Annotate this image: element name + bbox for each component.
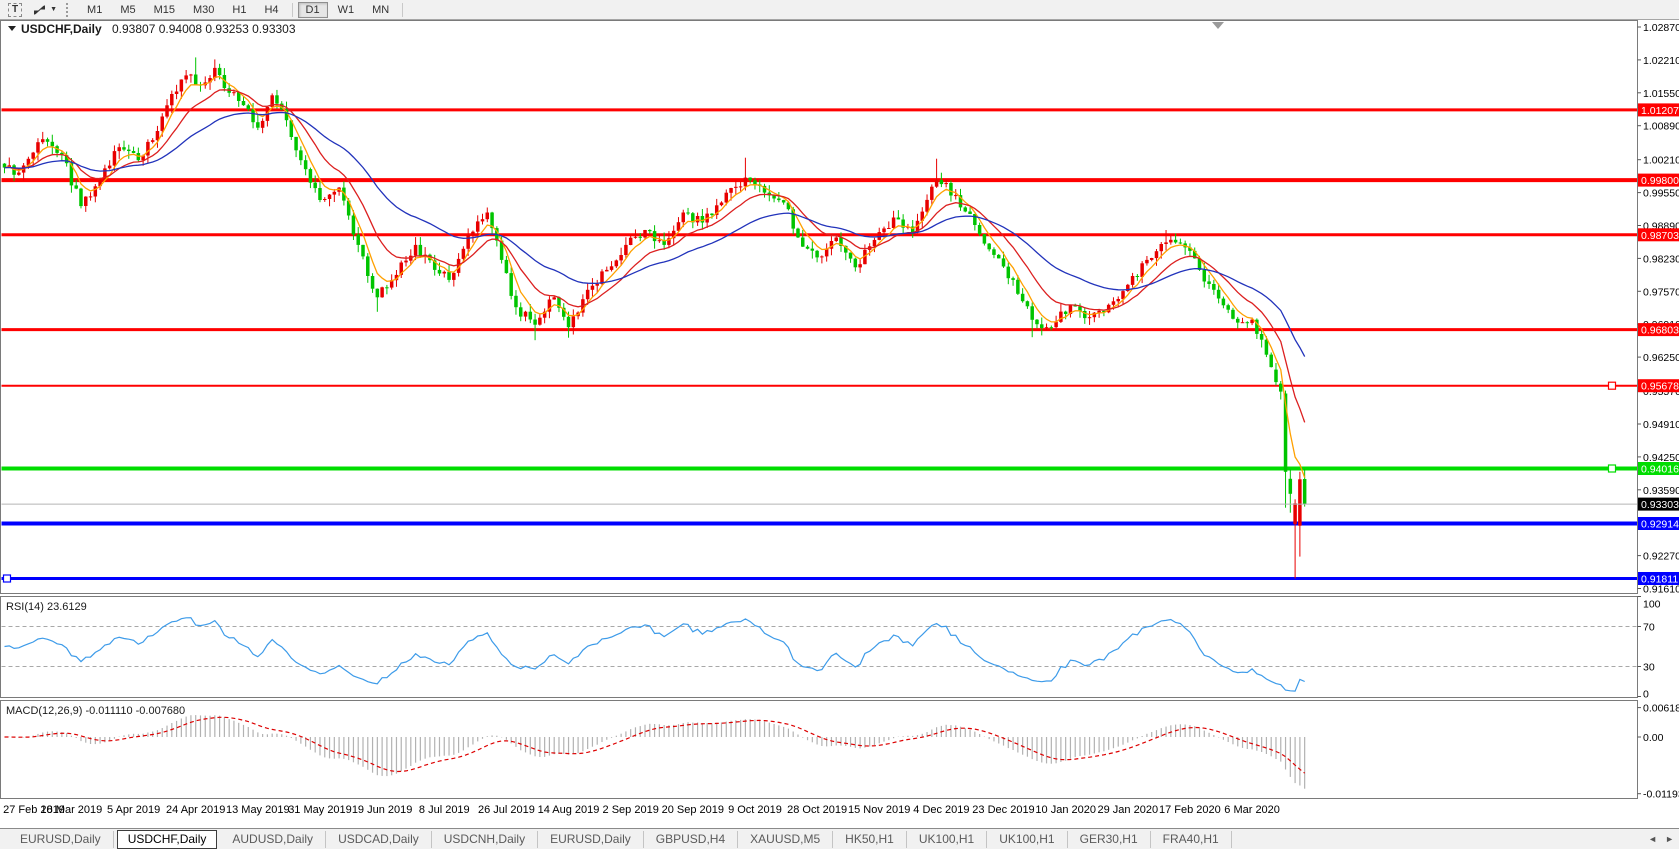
tab-scroll-left-icon[interactable]: ◄: [1648, 834, 1657, 844]
chart-tab-fra40-h1[interactable]: FRA40,H1: [1151, 831, 1232, 848]
toolbar-grip: [66, 3, 72, 17]
chart-tab-usdchf-daily[interactable]: USDCHF,Daily: [117, 830, 218, 849]
chart-title-ohlc: 0.93807 0.94008 0.93253 0.93303: [112, 22, 296, 36]
svg-text:30: 30: [1643, 662, 1655, 674]
svg-text:0.96250: 0.96250: [1643, 352, 1679, 364]
svg-text:1.01207: 1.01207: [1641, 105, 1679, 117]
chart-tab-hk50-h1[interactable]: HK50,H1: [833, 831, 907, 848]
macd-panel[interactable]: [1, 701, 1638, 799]
svg-text:0.92914: 0.92914: [1641, 519, 1679, 531]
date-label: 6 Mar 2020: [1224, 804, 1280, 816]
date-label: 15 Nov 2019: [848, 804, 910, 816]
chart-tab-audusd-daily[interactable]: AUDUSD,Daily: [220, 831, 326, 848]
chart-tab-ger30-h1[interactable]: GER30,H1: [1068, 831, 1151, 848]
line-handle[interactable]: [1609, 382, 1616, 389]
svg-text:0.94016: 0.94016: [1641, 464, 1679, 476]
svg-text:0: 0: [1643, 689, 1649, 701]
price-axis[interactable]: [1638, 20, 1679, 799]
date-label: 28 Oct 2019: [787, 804, 847, 816]
date-label: 14 Aug 2019: [538, 804, 600, 816]
main-price-panel[interactable]: [1, 21, 1638, 594]
toolbar-separator: [292, 3, 293, 17]
timeframe-button-mn[interactable]: MN: [364, 2, 397, 18]
timeframe-button-h1[interactable]: H1: [224, 2, 254, 18]
chart-tab-gbpusd-h4[interactable]: GBPUSD,H4: [644, 831, 738, 848]
svg-text:0.006186: 0.006186: [1643, 703, 1679, 715]
date-label: 8 Jul 2019: [419, 804, 470, 816]
timeframe-button-m1[interactable]: M1: [79, 2, 110, 18]
date-label: 17 Feb 2020: [1159, 804, 1221, 816]
date-label: 5 Apr 2019: [107, 804, 160, 816]
chart-tab-uk100-h1[interactable]: UK100,H1: [987, 831, 1067, 848]
cursor-tool-button[interactable]: ▼: [27, 1, 62, 18]
date-label: 26 Jul 2019: [478, 804, 535, 816]
toolbar-separator: [402, 3, 403, 17]
date-label: 31 May 2019: [288, 804, 352, 816]
svg-text:1.00210: 1.00210: [1643, 155, 1679, 167]
line-handle[interactable]: [4, 575, 11, 582]
chart-tab-eurusd-daily[interactable]: EURUSD,Daily: [8, 831, 114, 848]
date-label: 2 Sep 2019: [603, 804, 659, 816]
svg-text:0.98703: 0.98703: [1641, 230, 1679, 242]
svg-text:0.99550: 0.99550: [1643, 188, 1679, 200]
chevron-down-icon: ▼: [50, 6, 57, 13]
svg-text:0.97570: 0.97570: [1643, 286, 1679, 298]
timeframe-button-m5[interactable]: M5: [112, 2, 143, 18]
svg-text:0.96803: 0.96803: [1641, 325, 1679, 337]
svg-text:1.00890: 1.00890: [1643, 121, 1679, 133]
chart-tab-xauusd-m5[interactable]: XAUUSD,M5: [738, 831, 833, 848]
svg-text:0.91811: 0.91811: [1641, 574, 1678, 586]
date-label: 10 Jan 2020: [1035, 804, 1096, 816]
timeframe-button-h4[interactable]: H4: [256, 2, 286, 18]
svg-text:100: 100: [1643, 599, 1661, 611]
chart-tab-usdcad-daily[interactable]: USDCAD,Daily: [326, 831, 432, 848]
svg-text:0.93590: 0.93590: [1643, 485, 1679, 497]
svg-text:0.92270: 0.92270: [1643, 551, 1679, 563]
line-handle[interactable]: [1609, 465, 1616, 472]
svg-text:-0.011934: -0.011934: [1643, 789, 1679, 801]
date-label: 23 Dec 2019: [972, 804, 1034, 816]
tab-scroll-nav: ◄ ►: [1648, 829, 1674, 849]
svg-text:1.02210: 1.02210: [1643, 55, 1679, 67]
text-tool-icon: T: [8, 3, 22, 17]
timeframe-button-m30[interactable]: M30: [185, 2, 222, 18]
date-label: 13 May 2019: [226, 804, 290, 816]
arrange-arrows-icon: [32, 3, 47, 17]
chart-tab-eurusd-daily[interactable]: EURUSD,Daily: [538, 831, 644, 848]
svg-text:0.99800: 0.99800: [1641, 175, 1679, 187]
chart-tab-uk100-h1[interactable]: UK100,H1: [907, 831, 987, 848]
chart-window[interactable]: 1.02870 1.02210 1.01550 1.00890 1.00210 0.995…: [0, 20, 1679, 828]
svg-text:0.95678: 0.95678: [1641, 381, 1679, 393]
chart-tab-usdcnh-daily[interactable]: USDCNH,Daily: [432, 831, 538, 848]
text-label-tool-button[interactable]: T: [3, 1, 27, 18]
timeframe-button-d1[interactable]: D1: [298, 2, 328, 18]
date-label: 24 Apr 2019: [166, 804, 225, 816]
svg-text:0.94910: 0.94910: [1643, 419, 1679, 431]
date-label: 18 Mar 2019: [41, 804, 103, 816]
date-label: 19 Jun 2019: [352, 804, 413, 816]
timeframe-button-w1[interactable]: W1: [330, 2, 363, 18]
svg-text:1.02870: 1.02870: [1643, 22, 1679, 34]
svg-text:1.01550: 1.01550: [1643, 88, 1679, 100]
date-label: 4 Dec 2019: [913, 804, 969, 816]
date-label: 20 Sep 2019: [662, 804, 724, 816]
svg-text:0.98230: 0.98230: [1643, 253, 1679, 265]
rsi-label: RSI(14) 23.6129: [6, 601, 87, 613]
tab-scroll-right-icon[interactable]: ►: [1665, 834, 1674, 844]
date-label: 9 Oct 2019: [728, 804, 782, 816]
chart-title-symbol: USDCHF,Daily: [21, 22, 102, 36]
timeframe-button-m15[interactable]: M15: [146, 2, 183, 18]
svg-text:70: 70: [1643, 622, 1655, 634]
date-label: 29 Jan 2020: [1098, 804, 1159, 816]
svg-text:0.00: 0.00: [1643, 732, 1664, 744]
chart-canvas[interactable]: 1.02870 1.02210 1.01550 1.00890 1.00210 0.995…: [0, 20, 1679, 828]
svg-text:0.93303: 0.93303: [1641, 499, 1679, 511]
macd-label: MACD(12,26,9) -0.011110 -0.007680: [6, 705, 185, 717]
